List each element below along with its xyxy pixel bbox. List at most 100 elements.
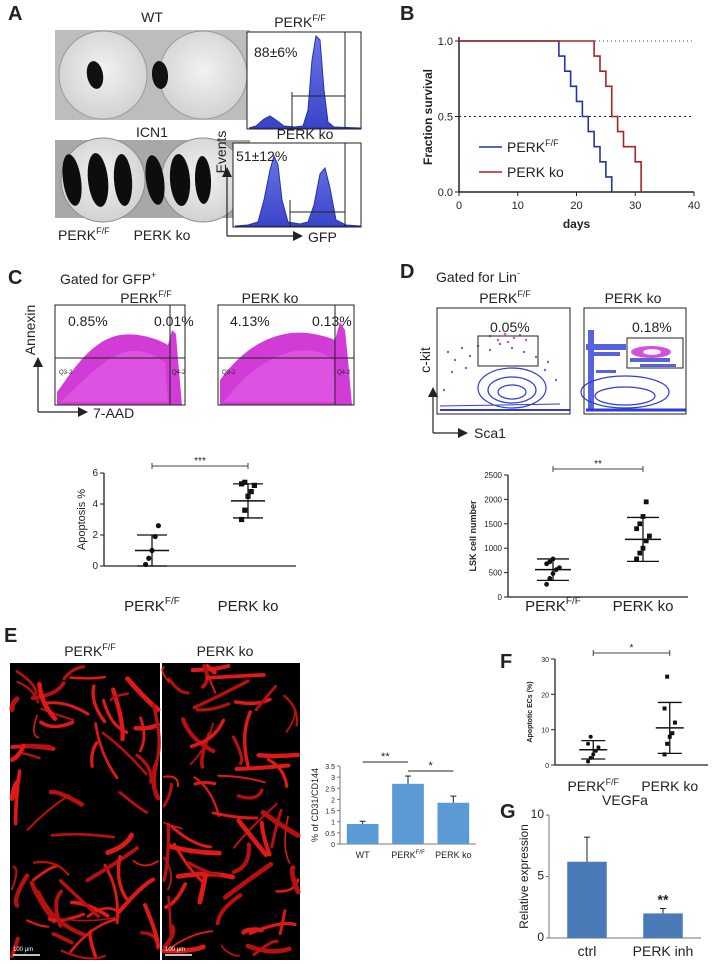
vegfa-bar-chart: 0 5 10 ctrl PERK inh Relative expression VEGFa… xyxy=(517,792,701,959)
vessel-stroke-1 xyxy=(20,743,53,750)
panel-d-x-axis-label: Sca1 xyxy=(474,425,506,441)
vessel-stroke-2 xyxy=(275,878,300,893)
vessel-stroke-2 xyxy=(162,782,173,808)
lsk-significance-label: ** xyxy=(594,459,602,470)
vessel-stroke-1 xyxy=(135,753,153,784)
vessel-stroke-1 xyxy=(13,769,22,826)
survival-chart: 0.0 0.5 1.0 0 10 20 30 40 PERKF/F PERK ko days Frac… xyxy=(421,36,700,231)
apoptotic-ecs-point xyxy=(665,674,670,679)
apoptosis-significance-label: *** xyxy=(194,456,206,467)
apoptotic-ecs-point xyxy=(665,741,670,746)
vegfa-significance-label: ** xyxy=(658,891,669,907)
lsk-point xyxy=(634,526,639,532)
flow-top-title: PERKF/F xyxy=(274,13,326,30)
vessel-stroke-2 xyxy=(167,677,190,695)
vessel-stroke-2 xyxy=(215,893,243,926)
vessel-stroke-1 xyxy=(9,696,20,713)
vessel-stroke-2 xyxy=(162,924,176,950)
vessel-stroke-2 xyxy=(254,685,277,712)
vessel-stroke-2 xyxy=(167,895,173,939)
lsk-y-tick-label: 2000 xyxy=(484,495,502,504)
panel-a-axes-arrows xyxy=(222,167,303,241)
vessel-stroke-1 xyxy=(25,919,50,928)
vegfa-category-label-2: PERK inh xyxy=(633,943,694,959)
vessel-stroke-2 xyxy=(241,927,264,935)
panel-c-gate-name-1: Q3-2 xyxy=(59,370,73,376)
survival-x-tick-label: 40 xyxy=(688,200,700,212)
vessel-stroke-1 xyxy=(91,684,107,724)
panel-c-gate-text: Gated for GFP+ xyxy=(60,270,156,287)
apoptosis-y-tick-label: 0 xyxy=(92,561,98,572)
lsk-category-label-2: PERK ko xyxy=(613,598,674,615)
vessel-stroke-2 xyxy=(205,672,266,680)
lsk-y-tick-label: 1500 xyxy=(484,520,502,529)
vessel-stroke-2 xyxy=(231,735,244,765)
genotype-right: PERK ko xyxy=(134,227,191,243)
survival-y-tick-label: 0.0 xyxy=(438,187,453,199)
survival-series-line-2 xyxy=(459,40,642,192)
vessel-stroke-1 xyxy=(42,701,90,716)
apoptosis-y-tick-label: 4 xyxy=(92,499,98,510)
lsk-point xyxy=(544,581,549,587)
vessel-stroke-1 xyxy=(94,722,119,780)
vessel-stroke-2 xyxy=(223,861,274,900)
apoptosis-point xyxy=(155,523,161,529)
apoptotic-ecs-significance-label: * xyxy=(630,643,634,654)
panel-letter-a: A xyxy=(8,3,22,25)
vessel-stroke-2 xyxy=(266,757,289,788)
apoptotic-ecs-category-label-2: PERK ko xyxy=(641,778,698,794)
vessel-stroke-2 xyxy=(217,774,266,784)
vessel-stroke-1 xyxy=(143,903,160,948)
panel-c-plot1-q2: 0.01% xyxy=(154,313,194,329)
lsk-y-tick-label: 2500 xyxy=(484,471,502,480)
photo-wt-label: WT xyxy=(141,9,163,25)
vegfa-y-tick-label: 5 xyxy=(537,869,544,883)
survival-legend-label-1: PERKF/F xyxy=(507,138,559,155)
survival-x-tick-label: 0 xyxy=(456,200,462,212)
panel-c-flow-plot-1 xyxy=(54,304,186,406)
vessel-stroke-1 xyxy=(151,762,161,801)
apoptotic-ecs-y-tick-label: 0 xyxy=(545,763,549,770)
flow-bottom-percent: 51±12% xyxy=(236,148,287,164)
vessel-stroke-1 xyxy=(85,846,139,883)
vessel-stroke-1 xyxy=(101,698,129,734)
apoptotic-ecs-category-label-1: PERKF/F xyxy=(567,777,619,794)
vessel-stroke-2 xyxy=(259,820,272,857)
cd31-category-label-2: PERKF/F xyxy=(391,850,425,860)
apoptotic-ecs-y-tick-label: 20 xyxy=(541,692,549,699)
lsk-category-label-1: PERKF/F xyxy=(525,596,581,615)
vessel-stroke-1 xyxy=(40,707,75,722)
lsk-y-tick-label: 500 xyxy=(489,569,503,578)
vessel-stroke-2 xyxy=(161,944,206,954)
vegfa-title: VEGFa xyxy=(602,792,648,808)
vessel-stroke-1 xyxy=(47,912,86,923)
vessel-stroke-1 xyxy=(54,889,64,928)
cd31-category-label-1: WT xyxy=(356,850,370,860)
panel-c-x-axis-label: 7-AAD xyxy=(93,405,134,421)
vessel-stroke-1 xyxy=(58,915,121,922)
apoptotic-ecs-point xyxy=(596,745,601,750)
vegfa-bar-1 xyxy=(567,861,607,938)
panel-e-scale-text-1: 100 μm xyxy=(13,947,33,953)
lsk-point xyxy=(637,521,643,527)
vessel-stroke-1 xyxy=(105,832,134,856)
cd31-y-tick-label: 3.5 xyxy=(325,764,335,771)
vessel-stroke-1 xyxy=(15,670,38,695)
panel-e-image2-title: PERK ko xyxy=(197,643,254,659)
panel-d-plot2-value: 0.18% xyxy=(632,319,672,335)
vessel-stroke-1 xyxy=(32,860,70,876)
vessel-stroke-2 xyxy=(211,811,259,820)
vessel-stroke-2 xyxy=(197,873,208,905)
vessel-stroke-1 xyxy=(9,778,21,801)
vessel-stroke-1 xyxy=(125,676,161,712)
vessel-stroke-2 xyxy=(195,702,231,712)
vessel-stroke-2 xyxy=(233,802,278,849)
apoptotic-ecs-y-tick-label: 10 xyxy=(541,728,549,735)
vessel-stroke-2 xyxy=(192,679,250,710)
apoptosis-category-label-1: PERKF/F xyxy=(124,596,180,615)
vessel-stroke-1 xyxy=(16,680,40,704)
vessel-stroke-1 xyxy=(118,790,149,814)
panel-d-gate-text: Gated for Lin- xyxy=(436,268,520,285)
vessel-stroke-1 xyxy=(50,832,116,839)
